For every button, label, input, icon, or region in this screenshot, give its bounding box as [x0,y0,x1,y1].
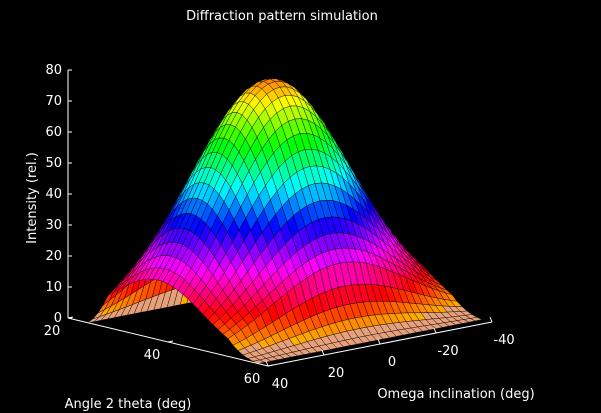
y-tick-label: 0 [388,355,396,370]
z-tick-label: 0 [54,311,62,326]
y-tick [433,327,437,334]
y-tick-label: 20 [328,366,345,381]
y-tick [377,338,381,345]
x-tick-label: 40 [144,348,161,363]
y-tick-label: -40 [493,333,514,348]
y-axis-label: Omega inclination (deg) [377,387,534,402]
x-tick [267,364,274,367]
x-tick [67,316,74,319]
z-tick-label: 60 [45,125,62,140]
z-tick-label: 80 [45,63,62,78]
x-tick-label: 60 [244,372,261,387]
z-axis-label: Intensity (rel.) [25,152,40,244]
x-axis-label: Angle 2 theta (deg) [65,397,192,412]
surface-mesh [87,78,483,364]
surface-cell [469,317,483,322]
z-tick-label: 70 [45,94,62,109]
z-tick-label: 50 [45,156,62,171]
chart-title: Diffraction pattern simulation [186,9,378,24]
z-tick-label: 30 [45,218,62,233]
y-tick-label: 40 [272,377,289,392]
z-tick-label: 10 [45,280,62,295]
z-tick-label: 40 [45,187,62,202]
y-tick [265,360,269,367]
y-tick [489,316,493,323]
z-tick-label: 20 [45,249,62,264]
x-tick-label: 20 [44,324,61,339]
y-tick [321,349,325,356]
y-tick-label: -20 [437,344,458,359]
x-tick [167,340,174,343]
